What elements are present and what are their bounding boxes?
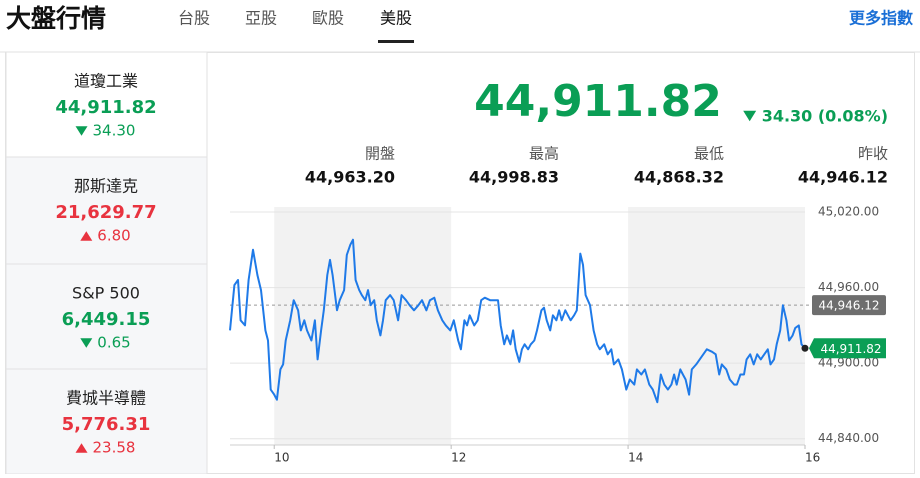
reference-label-box bbox=[812, 295, 886, 316]
index-change: 0.65 bbox=[97, 334, 130, 352]
price: 44,911.82 bbox=[474, 76, 722, 127]
index-item[interactable] bbox=[5, 263, 208, 370]
index-item[interactable] bbox=[5, 51, 208, 158]
x-tick-label: 10 bbox=[274, 451, 289, 465]
tab[interactable]: 美股 bbox=[380, 9, 412, 28]
y-tick-label: 44,960.00 bbox=[818, 280, 879, 294]
y-tick-label: 44,840.00 bbox=[818, 431, 879, 445]
index-change: 23.58 bbox=[93, 439, 136, 457]
x-tick-label: 16 bbox=[805, 451, 820, 465]
index-name: 那斯達克 bbox=[74, 177, 138, 196]
tab[interactable]: 歐股 bbox=[312, 9, 344, 28]
stat-label: 最高 bbox=[529, 145, 559, 163]
session-band bbox=[628, 207, 805, 445]
index-change: 6.80 bbox=[97, 227, 130, 245]
tab-underline bbox=[378, 40, 415, 43]
direction-icon bbox=[75, 443, 88, 453]
direction-icon bbox=[80, 231, 93, 241]
more-link[interactable]: 更多指數 bbox=[849, 9, 913, 28]
index-value: 21,629.77 bbox=[55, 202, 156, 223]
stat-label: 開盤 bbox=[365, 145, 395, 163]
index-value: 44,911.82 bbox=[55, 97, 156, 118]
direction-icon bbox=[75, 126, 88, 136]
direction-icon bbox=[80, 338, 93, 348]
index-item[interactable] bbox=[5, 156, 208, 265]
x-tick-label: 14 bbox=[628, 451, 643, 465]
tab[interactable]: 亞股 bbox=[245, 9, 277, 28]
index-item[interactable] bbox=[5, 368, 208, 475]
direction-icon bbox=[743, 110, 757, 122]
stat-label: 昨收 bbox=[858, 145, 888, 163]
index-change: 34.30 bbox=[93, 122, 136, 140]
tab[interactable]: 台股 bbox=[178, 9, 210, 28]
y-tick-label: 44,900.00 bbox=[818, 356, 879, 370]
y-tick-label: 45,020.00 bbox=[818, 205, 879, 219]
price-change: 34.30 (0.08%) bbox=[762, 107, 888, 126]
last-label: 44,911.82 bbox=[820, 342, 881, 356]
stat-label: 最低 bbox=[694, 145, 724, 163]
stat-value: 44,946.12 bbox=[798, 168, 888, 187]
session-band bbox=[274, 207, 452, 445]
x-tick-label: 12 bbox=[451, 451, 466, 465]
index-name: S&P 500 bbox=[72, 284, 140, 303]
last-point bbox=[801, 344, 809, 352]
stat-value: 44,963.20 bbox=[305, 168, 395, 187]
stat-value: 44,998.83 bbox=[469, 168, 559, 187]
last-label-box bbox=[809, 338, 886, 359]
reference-label: 44,946.12 bbox=[818, 299, 879, 313]
index-value: 6,449.15 bbox=[62, 309, 151, 330]
page-title: 大盤行情 bbox=[6, 4, 106, 33]
index-value: 5,776.31 bbox=[62, 414, 151, 435]
index-name: 道瓊工業 bbox=[74, 72, 138, 91]
index-name: 費城半導體 bbox=[66, 389, 146, 408]
stat-value: 44,868.32 bbox=[634, 168, 724, 187]
price-line bbox=[229, 238, 806, 404]
